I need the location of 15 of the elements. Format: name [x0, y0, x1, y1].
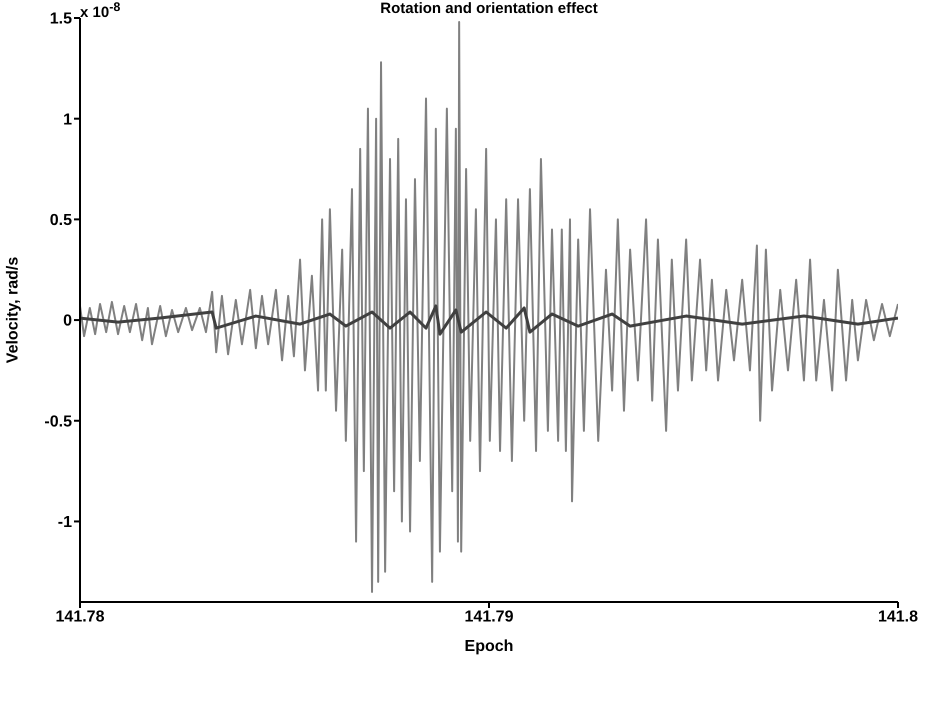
chart-title: Rotation and orientation effect — [380, 0, 598, 17]
x-tick-label: 141.78 — [56, 608, 105, 626]
y-tick-label: 1.5 — [50, 10, 72, 28]
y-axis-title: Velocity, rad/s — [4, 256, 22, 364]
line-series — [80, 304, 898, 336]
y-tick-label: 1 — [63, 111, 72, 128]
annotation: x 10$^{-8}$ — [80, 0, 120, 21]
x-tick-label: 141.79 — [464, 608, 514, 626]
x-axis-title: Epoch — [464, 638, 514, 655]
y-tick-label: -0.5 — [44, 413, 72, 430]
y-tick-label: 0.5 — [50, 212, 72, 230]
y-tick-label: -1 — [58, 514, 72, 532]
line-series — [80, 21, 898, 593]
y-tick-label: 0 — [63, 312, 72, 330]
x-tick-label: 141.8 — [878, 608, 918, 626]
